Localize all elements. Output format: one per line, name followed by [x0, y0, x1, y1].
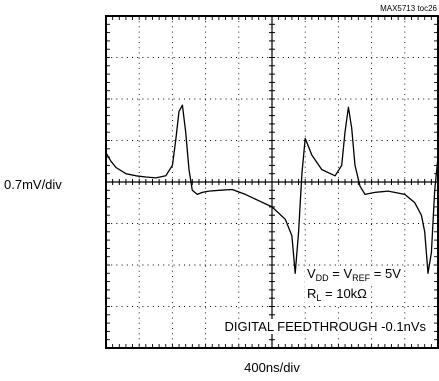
annotation-background [305, 286, 370, 303]
signal-trace [105, 104, 439, 274]
load-annotation: RL = 10kΩ [307, 286, 367, 303]
rl-symbol: R [307, 286, 316, 301]
load-value: = 10kΩ [321, 286, 367, 301]
vdd-symbol: V [307, 266, 316, 281]
vdd-subscript: DD [316, 273, 329, 283]
plot-frame [105, 15, 439, 349]
vref-subscript: REF [352, 273, 371, 283]
feedthrough-annotation: DIGITAL FEEDTHROUGH -0.1nVs [224, 319, 426, 334]
annotation-background [305, 266, 404, 283]
figure-id-label: MAX5713 toc26 [380, 4, 437, 13]
x-scale-label: 400ns/div [244, 360, 300, 375]
rl-subscript: L [316, 293, 321, 303]
center-axes [105, 15, 439, 349]
supply-value: = 5V [370, 266, 401, 281]
y-scale-label: 0.7mV/div [4, 177, 62, 192]
supply-annotation: VDD = VREF = 5V [307, 266, 401, 283]
vref-symbol: = V [329, 266, 353, 281]
annotation-background [222, 319, 429, 334]
